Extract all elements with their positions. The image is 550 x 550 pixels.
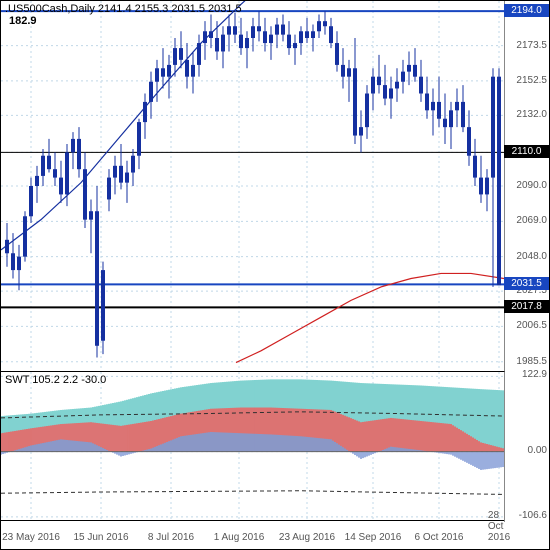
indicator-y-tick: 0.00: [528, 445, 547, 456]
price-marker: 2031.5: [504, 277, 549, 290]
x-tick-label: 6 Oct 2016: [415, 532, 464, 543]
y-tick-label: 2006.5: [516, 320, 547, 331]
x-tick-label: 14 Sep 2016: [345, 532, 402, 543]
y-tick-label: 1985.5: [516, 356, 547, 367]
price-marker: 2194.0: [504, 4, 549, 17]
price-marker: 2017.8: [504, 300, 549, 313]
main-chart-svg: [1, 1, 504, 371]
x-tick-label: 1 Aug 2016: [214, 532, 265, 543]
indicator-y-tick: -106.6: [519, 510, 547, 521]
x-tick-label: 23 May 2016: [2, 532, 60, 543]
x-tick-label: 15 Jun 2016: [73, 532, 128, 543]
x-axis: 23 May 2016 15 Jun 2016 8 Jul 2016 1 Aug 20…: [1, 520, 504, 549]
price-marker: 2110.0: [504, 145, 549, 158]
main-price-panel[interactable]: .US500Cash,Daily 2141.4 2155.3 2031.5 20…: [1, 1, 505, 371]
indicator-y-axis: 122.9 0.00 -106.6: [504, 371, 549, 521]
y-tick-label: 2132.0: [516, 109, 547, 120]
chart-sublabel: 182.9: [9, 15, 37, 27]
indicator-title: SWT 105.2 2.2 -30.0: [5, 374, 106, 386]
y-tick-label: 2090.0: [516, 180, 547, 191]
y-tick-label: 2152.5: [516, 75, 547, 86]
x-tick-label: 28 Oct 2016: [488, 510, 510, 543]
y-tick-label: 2048.0: [516, 251, 547, 262]
indicator-svg: [1, 372, 504, 522]
indicator-y-tick: 122.9: [522, 369, 547, 380]
x-tick-label: 23 Aug 2016: [279, 532, 335, 543]
chart-title: .US500Cash,Daily 2141.4 2155.3 2031.5 20…: [5, 3, 242, 15]
main-y-axis: 1985.52006.52027.52048.02069.02090.02110…: [504, 1, 549, 371]
y-tick-label: 2173.5: [516, 40, 547, 51]
x-tick-label: 8 Jul 2016: [148, 532, 194, 543]
indicator-panel[interactable]: SWT 105.2 2.2 -30.0: [1, 371, 505, 522]
chart-container: .US500Cash,Daily 2141.4 2155.3 2031.5 20…: [0, 0, 550, 550]
y-tick-label: 2069.0: [516, 215, 547, 226]
